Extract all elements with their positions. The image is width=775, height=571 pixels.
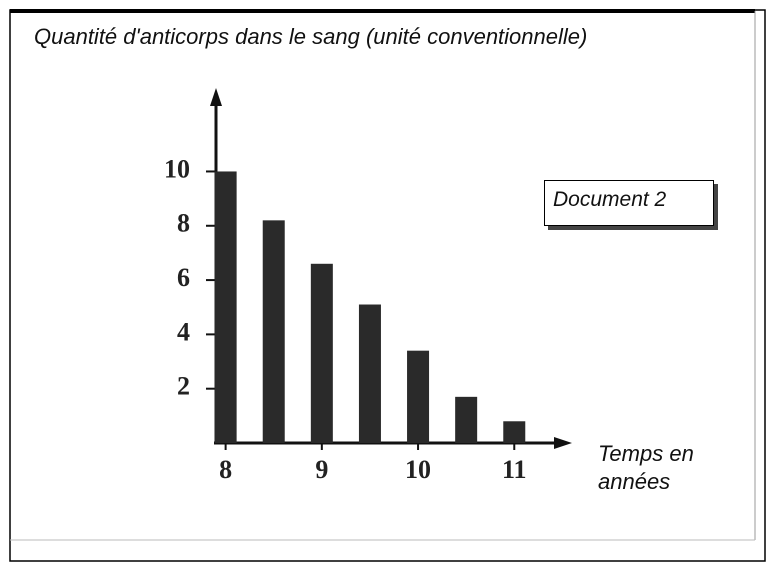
bar	[310, 263, 333, 443]
x-tick-label: 8	[219, 455, 232, 484]
bar	[214, 171, 237, 443]
y-tick-label: 2	[177, 372, 190, 401]
bar	[455, 396, 478, 443]
y-tick-label: 6	[177, 263, 190, 292]
y-tick-label: 10	[164, 154, 190, 183]
y-tick-label: 8	[177, 209, 190, 238]
x-tick-label: 9	[315, 455, 328, 484]
y-tick-label: 4	[177, 317, 190, 346]
bar	[407, 350, 430, 443]
x-arrow	[554, 437, 572, 449]
annotation: Document 2	[544, 180, 714, 226]
x-axis-label: Temps en années	[598, 441, 694, 494]
x-tick-label: 10	[405, 455, 431, 484]
bar	[262, 220, 285, 443]
x-tick-label: 11	[502, 455, 527, 484]
y-arrow	[210, 88, 222, 106]
bar	[503, 421, 526, 443]
chart-title: Quantité d'anticorps dans le sang (unité…	[34, 24, 587, 49]
bar	[358, 304, 381, 443]
